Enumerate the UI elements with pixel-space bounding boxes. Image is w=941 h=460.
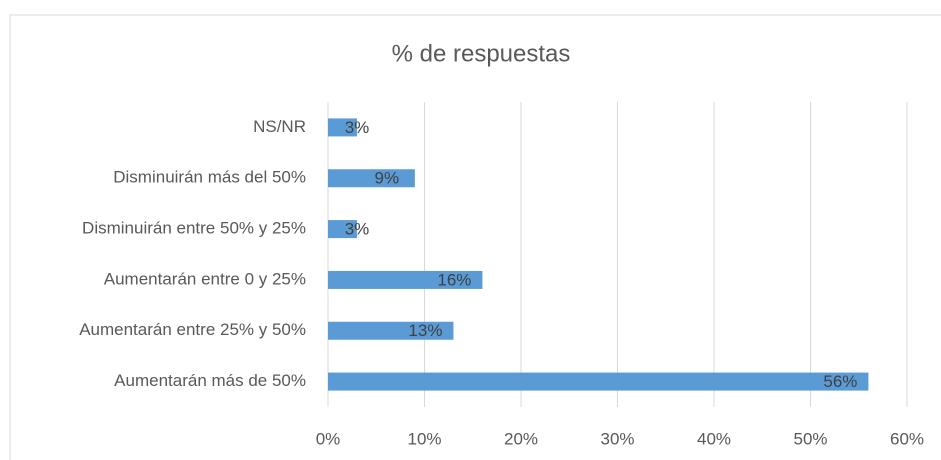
data-label: 13%: [408, 321, 442, 340]
y-tick-label: Aumentarán entre 0 y 25%: [104, 269, 306, 288]
y-tick-label: NS/NR: [253, 117, 306, 136]
y-tick-label: Aumentarán más de 50%: [114, 371, 306, 390]
x-tick-label: 0%: [316, 429, 341, 448]
y-tick-label: Disminuirán más del 50%: [113, 168, 306, 187]
y-tick-label: Aumentarán entre 25% y 50%: [79, 320, 306, 339]
chart-title: % de respuestas: [392, 40, 571, 67]
x-tick-label: 50%: [793, 429, 827, 448]
data-label: 56%: [823, 372, 857, 391]
x-tick-label: 40%: [697, 429, 731, 448]
x-tick-label: 10%: [407, 429, 441, 448]
x-tick-label: 30%: [600, 429, 634, 448]
bar: [328, 270, 483, 289]
x-tick-label: 60%: [890, 429, 924, 448]
x-tick-label: 20%: [504, 429, 538, 448]
data-label: 16%: [437, 270, 471, 289]
bar: [328, 220, 357, 239]
bar: [328, 321, 454, 340]
data-label: 3%: [345, 220, 370, 239]
bar: [328, 372, 869, 391]
bar: [328, 169, 415, 188]
y-tick-label: Disminuirán entre 50% y 25%: [82, 219, 306, 238]
data-label: 9%: [375, 169, 400, 188]
data-label: 3%: [345, 118, 370, 137]
bar: [328, 118, 357, 137]
